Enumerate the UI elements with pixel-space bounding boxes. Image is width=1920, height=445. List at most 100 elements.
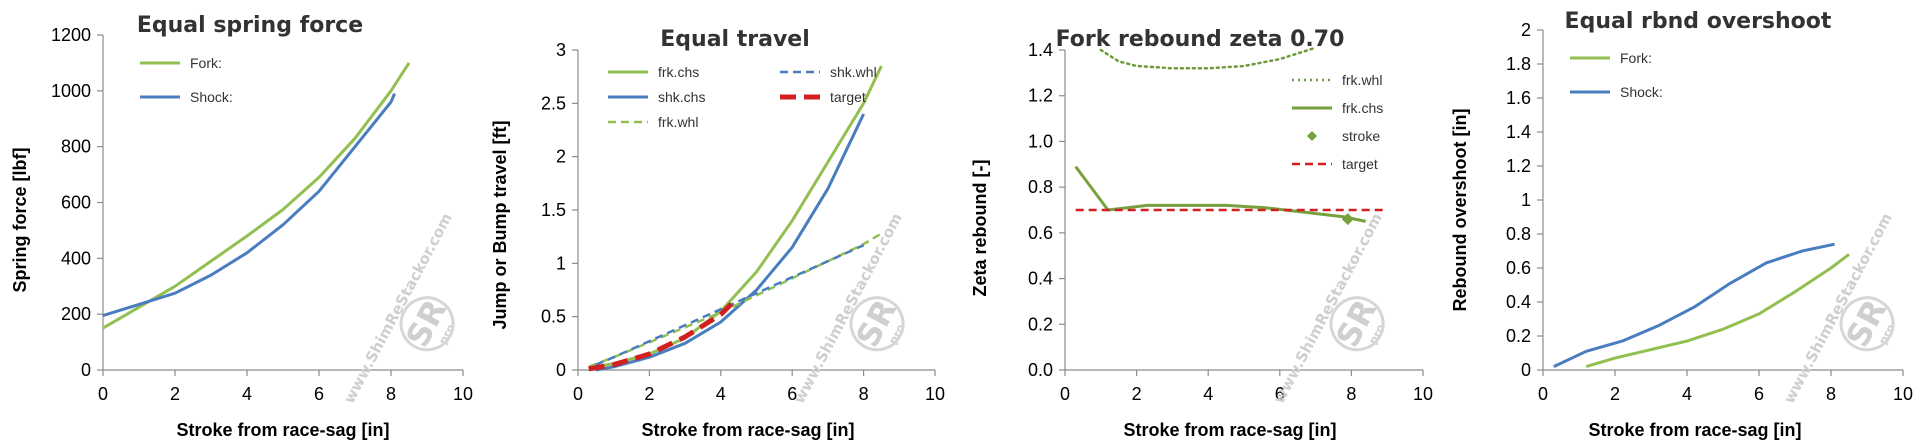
y-tick-label: 0.4 — [1028, 269, 1053, 289]
y-tick-label: 2.5 — [541, 93, 566, 113]
x-tick-label: 8 — [386, 384, 396, 404]
watermark-ring-icon — [849, 296, 905, 352]
x-tick-label: 2 — [1132, 384, 1142, 404]
y-tick-label: 400 — [61, 248, 91, 268]
x-tick-label: 4 — [1203, 384, 1213, 404]
legend-label: frk.chs — [658, 64, 699, 80]
x-tick-label: 4 — [716, 384, 726, 404]
legend-label: target — [830, 89, 866, 105]
y-tick-label: 3 — [556, 40, 566, 60]
chart-3-title: Fork rebound zeta 0.70 — [1056, 27, 1345, 52]
chart-3-plot: 0.0 0.2 0.4 0.6 0.8 1.0 1.2 1.4 0 2 4 6 8 10 frk.whl fr… — [1028, 40, 1433, 404]
x-tick-label: 0 — [1060, 384, 1070, 404]
x-tick-label: 10 — [1413, 384, 1433, 404]
x-tick-label: 2 — [644, 384, 654, 404]
x-tick-label: 10 — [1893, 384, 1913, 404]
watermark-ring-icon — [1329, 296, 1385, 352]
series-marker-stroke — [1341, 213, 1354, 226]
x-tick-label: 8 — [1346, 384, 1356, 404]
series-line-shk-chs — [595, 113, 865, 372]
series-line-frk-chs — [588, 65, 883, 370]
y-tick-label: 0 — [556, 360, 566, 380]
x-tick-label: 10 — [925, 384, 945, 404]
y-tick-label: 0 — [1521, 360, 1531, 380]
chart-1: Equal spring force 0 200 400 600 800 1000 1200… — [10, 13, 473, 440]
x-tick-label: 2 — [170, 384, 180, 404]
x-tick-label: 4 — [1682, 384, 1692, 404]
y-tick-label: 1.0 — [1028, 131, 1053, 151]
series-line-shk-whl — [595, 244, 865, 366]
series-line-frk-chs — [1074, 165, 1367, 223]
chart-3: Fork rebound zeta 0.70 0.0 0.2 0.4 0.6 0.8 1.… — [970, 27, 1433, 440]
legend-label: stroke — [1342, 128, 1380, 144]
y-tick-label: 1200 — [51, 25, 91, 45]
chart-2-xlabel: Stroke from race-sag [in] — [641, 420, 854, 440]
y-tick-label: 800 — [61, 137, 91, 157]
legend-label: frk.chs — [1342, 100, 1383, 116]
y-tick-label: 1.4 — [1028, 40, 1053, 60]
series-line-frk-whl — [1099, 46, 1317, 70]
y-tick-label: 0.2 — [1506, 326, 1531, 346]
legend-swatch — [1307, 131, 1317, 141]
legend-label: shk.chs — [658, 89, 705, 105]
y-tick-label: 1.4 — [1506, 122, 1531, 142]
y-tick-label: 1.2 — [1506, 156, 1531, 176]
y-tick-label: 1.8 — [1506, 54, 1531, 74]
y-tick-label: 0.8 — [1028, 177, 1053, 197]
x-tick-label: 0 — [98, 384, 108, 404]
chart-4-ylabel: Rebound overshoot [in] — [1450, 109, 1470, 312]
legend-label: frk.whl — [1342, 72, 1382, 88]
x-tick-label: 6 — [787, 384, 797, 404]
chart-2: Equal travel 0 0.5 1 1.5 2 2.5 3 0 2 4 6 8 10 frk.chs… — [490, 27, 945, 440]
watermark-1: www.ShimReStackor.com SR pro — [340, 210, 458, 406]
series-line-shock- — [1553, 242, 1835, 368]
chart-2-plot: 0 0.5 1 1.5 2 2.5 3 0 2 4 6 8 10 frk.chs shk.chs frk.wh… — [541, 40, 945, 404]
x-tick-label: 0 — [573, 384, 583, 404]
chart-4-xlabel: Stroke from race-sag [in] — [1588, 420, 1801, 440]
chart-3-ylabel: Zeta rebound [-] — [970, 160, 990, 297]
y-tick-label: 600 — [61, 193, 91, 213]
x-tick-label: 10 — [453, 384, 473, 404]
legend-label: shk.whl — [830, 64, 877, 80]
y-tick-label: 1.6 — [1506, 88, 1531, 108]
y-tick-label: 0.5 — [541, 307, 566, 327]
y-tick-label: 0.8 — [1506, 224, 1531, 244]
x-tick-label: 6 — [1275, 384, 1285, 404]
y-tick-label: 1 — [1521, 190, 1531, 210]
x-tick-label: 4 — [242, 384, 252, 404]
chart-2-title: Equal travel — [660, 27, 810, 52]
x-tick-label: 2 — [1610, 384, 1620, 404]
y-tick-label: 0 — [81, 360, 91, 380]
chart-2-ylabel: Jump or Bump travel [ft] — [490, 120, 510, 329]
series-line-target — [588, 302, 734, 372]
y-tick-label: 0.6 — [1028, 223, 1053, 243]
y-tick-label: 0.6 — [1506, 258, 1531, 278]
y-tick-label: 200 — [61, 304, 91, 324]
x-tick-label: 6 — [314, 384, 324, 404]
y-tick-label: 1 — [556, 253, 566, 273]
y-tick-label: 0.2 — [1028, 314, 1053, 334]
legend-label: Fork: — [1620, 50, 1652, 66]
series-line-shock- — [102, 93, 396, 318]
series-line-fork- — [102, 62, 411, 330]
legend-label: Shock: — [1620, 84, 1663, 100]
chart-4-title: Equal rbnd overshoot — [1565, 9, 1832, 34]
y-tick-label: 2 — [1521, 20, 1531, 40]
x-tick-label: 0 — [1538, 384, 1548, 404]
legend-label: Shock: — [190, 89, 233, 105]
legend-label: frk.whl — [658, 114, 698, 130]
x-tick-label: 8 — [859, 384, 869, 404]
watermark-ring-icon — [1839, 296, 1895, 352]
y-tick-label: 0.0 — [1028, 360, 1053, 380]
x-tick-label: 6 — [1754, 384, 1764, 404]
chart-1-xlabel: Stroke from race-sag [in] — [176, 420, 389, 440]
chart-4-plot: 0 0.2 0.4 0.6 0.8 1 1.2 1.4 1.6 1.8 2 0 2 4 6 8 10 Fork: S… — [1506, 20, 1913, 404]
legend-label: Fork: — [190, 55, 222, 71]
y-tick-label: 1000 — [51, 81, 91, 101]
y-tick-label: 1.5 — [541, 200, 566, 220]
y-tick-label: 0.4 — [1506, 292, 1531, 312]
x-tick-label: 8 — [1826, 384, 1836, 404]
chart-1-plot: 0 200 400 600 800 1000 1200 0 2 4 6 8 10 Fork: Shock: — [51, 25, 473, 404]
y-tick-label: 1.2 — [1028, 86, 1053, 106]
